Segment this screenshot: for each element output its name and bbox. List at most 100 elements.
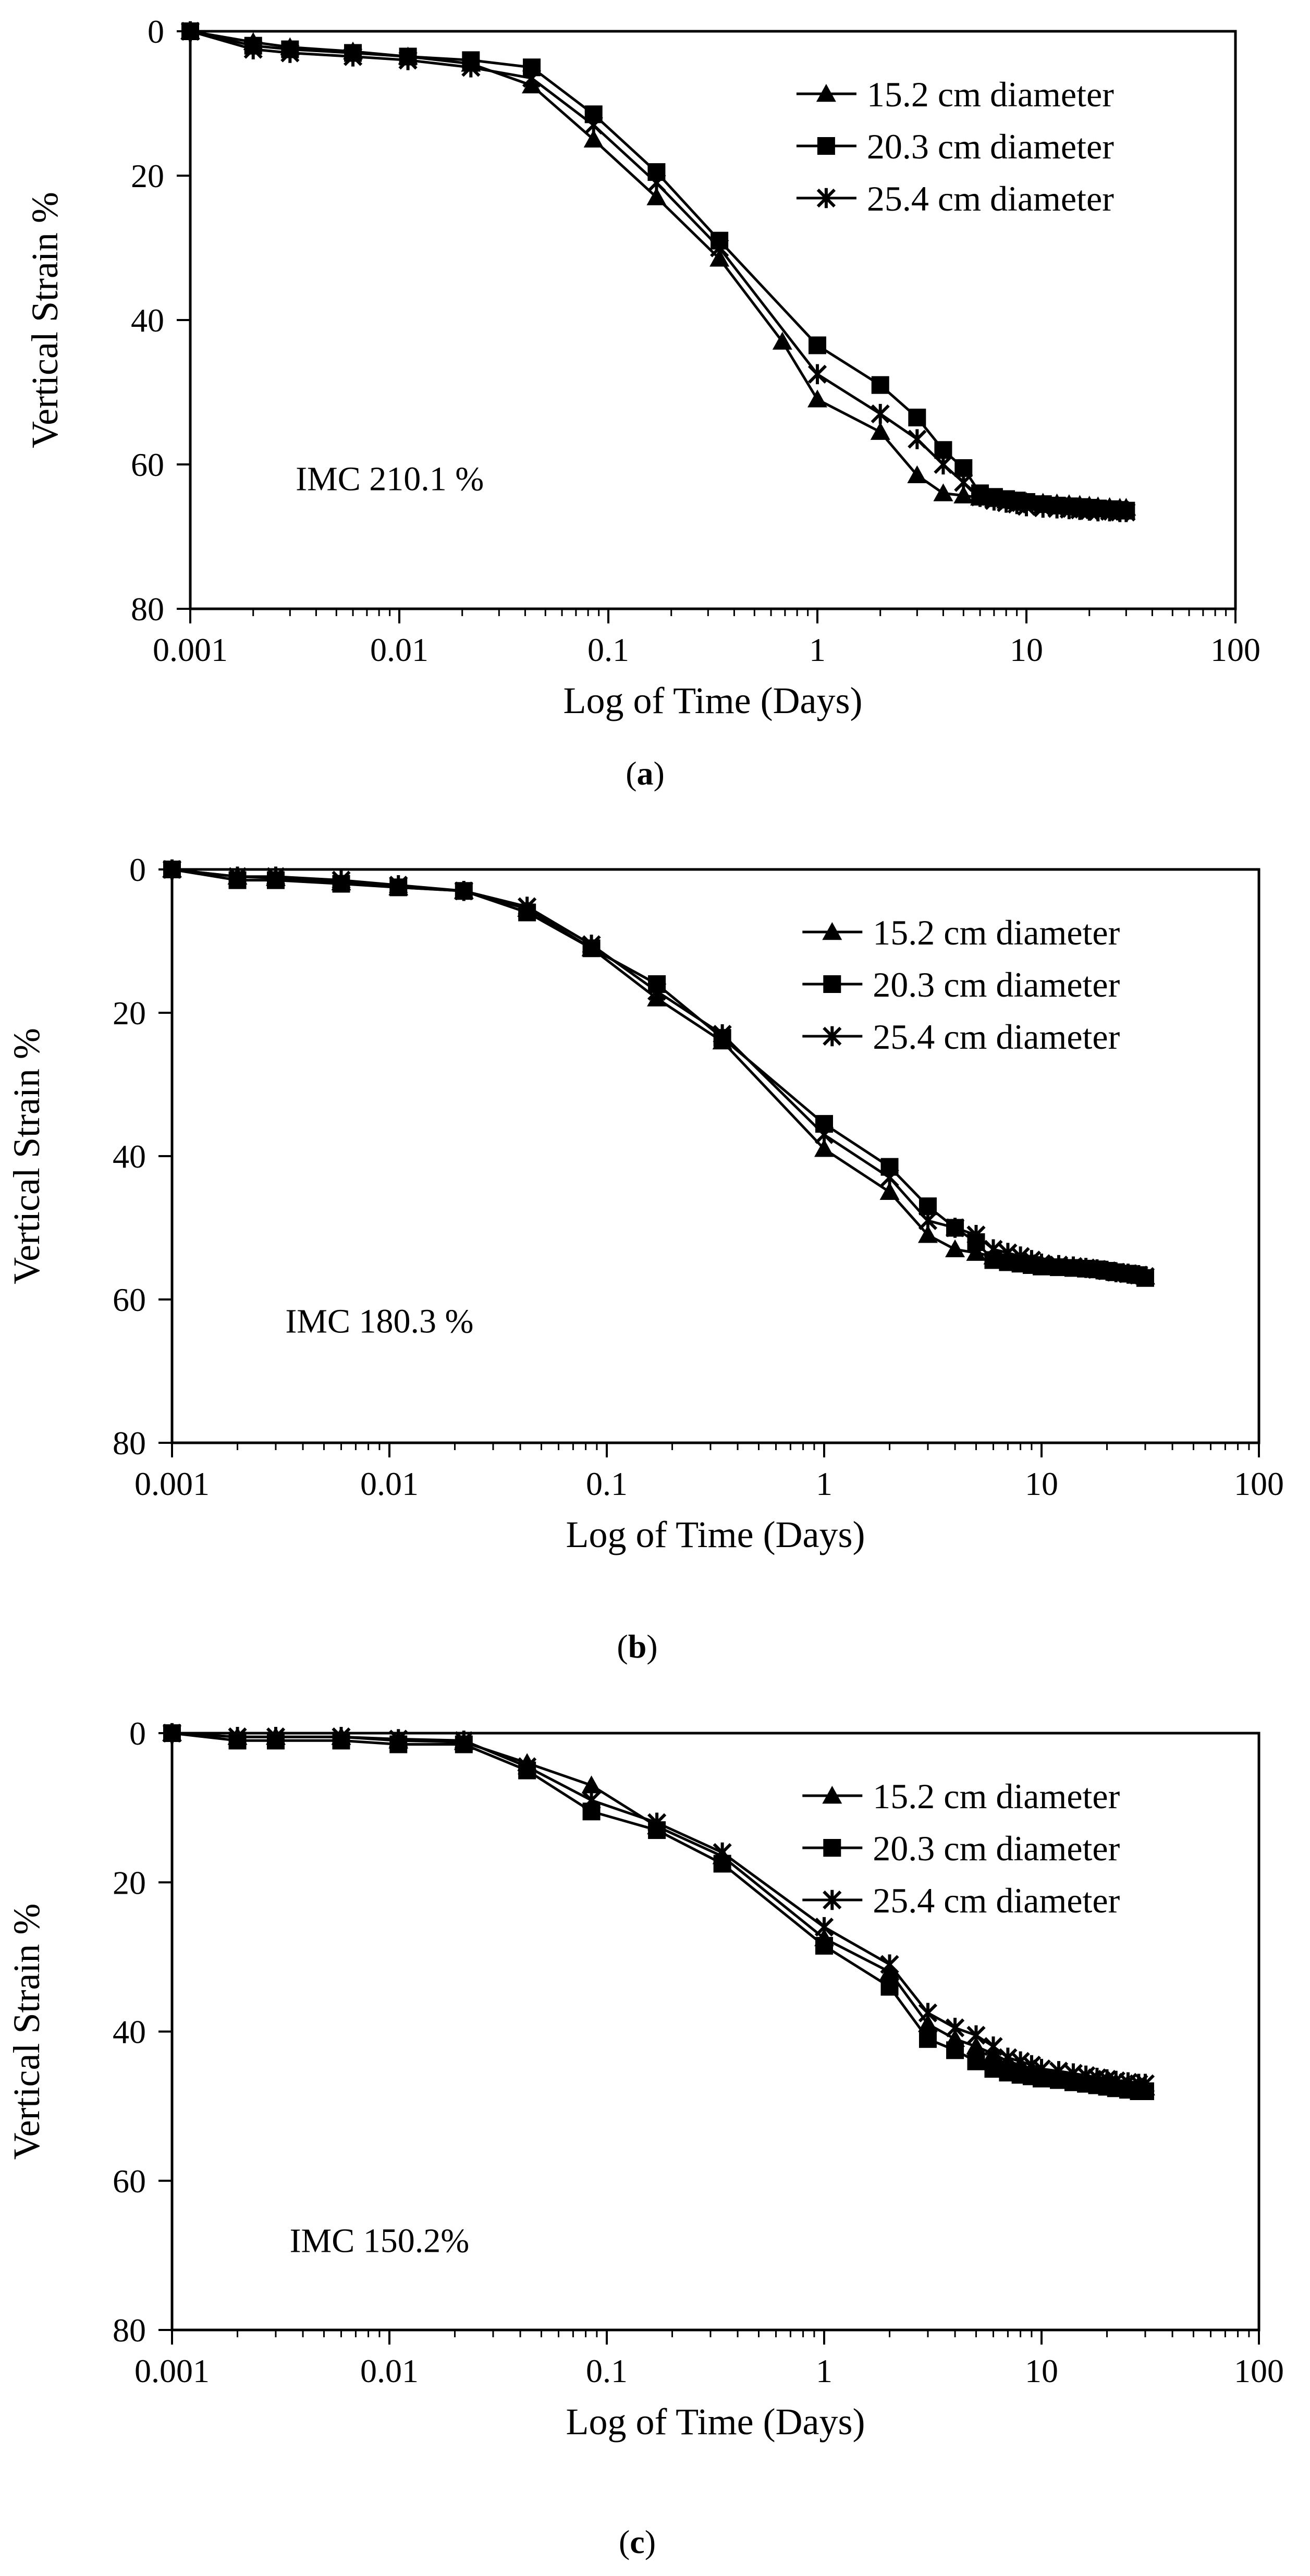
x-tick-label: 0.1 — [587, 631, 629, 668]
legend-label: 15.2 cm diameter — [873, 913, 1120, 952]
data-point — [582, 1790, 601, 1811]
series-asterisk — [162, 859, 1155, 1287]
y-tick-label: 80 — [113, 1425, 146, 1462]
plot-area — [170, 868, 1260, 1444]
data-point — [908, 429, 927, 449]
y-axis-title: Vertical Strain % — [24, 192, 66, 448]
data-point — [1032, 2058, 1051, 2079]
y-tick-label: 40 — [113, 2014, 146, 2051]
chart-panel-c: 0.001 0.01 0.1 1 10 100 0 20 40 60 80 Log of Time (… — [6, 1715, 1284, 2560]
x-tick-label: 0.001 — [134, 1465, 210, 1502]
data-point — [998, 2047, 1018, 2068]
imc-annotation: IMC 150.2% — [290, 2222, 470, 2260]
data-point — [162, 859, 182, 880]
data-point — [945, 1239, 965, 1257]
data-point — [713, 1024, 732, 1045]
legend-marker — [823, 1026, 842, 1047]
x-tick-label: 10 — [1010, 631, 1043, 668]
data-point — [966, 1243, 986, 1261]
y-tick-label: 20 — [113, 995, 146, 1032]
y-tick-label: 0 — [129, 851, 146, 888]
data-point — [809, 336, 826, 354]
data-point — [228, 866, 247, 887]
legend-marker — [823, 1890, 842, 1910]
y-axis-title: Vertical Strain % — [6, 1028, 47, 1284]
data-point — [933, 483, 953, 501]
data-point — [1117, 502, 1136, 522]
data-point — [522, 68, 542, 89]
x-tick-label: 1 — [816, 1465, 832, 1502]
legend-entry: 15.2 cm diameter — [802, 1776, 1120, 1816]
data-point — [1011, 1246, 1030, 1267]
data-point — [162, 1723, 182, 1744]
y-tick-label: 40 — [113, 1138, 146, 1175]
chart-panel-b: 0.001 0.01 0.1 1 10 100 0 20 40 60 80 Log of Time (… — [6, 851, 1284, 1665]
legend-entry: 15.2 cm diameter — [796, 75, 1114, 114]
data-point — [398, 50, 418, 70]
y-tick-label: 20 — [113, 1864, 146, 1901]
x-tick-label: 0.01 — [370, 631, 428, 668]
legend-label: 15.2 cm diameter — [873, 1776, 1120, 1816]
data-point — [1049, 2061, 1069, 2081]
data-point — [343, 46, 363, 67]
data-point — [1135, 2074, 1155, 2094]
data-point — [1022, 2055, 1042, 2076]
legend-label: 20.3 cm diameter — [873, 1829, 1120, 1868]
data-point — [870, 422, 890, 440]
data-point — [454, 1731, 473, 1751]
data-point — [934, 454, 953, 475]
legend-entry: 15.2 cm diameter — [802, 913, 1120, 952]
data-point — [966, 2025, 986, 2045]
data-point — [1017, 496, 1036, 517]
imc-annotation: IMC 180.3 % — [285, 1302, 473, 1340]
data-point — [713, 1842, 732, 1863]
data-point — [953, 485, 974, 504]
data-point — [332, 1726, 351, 1747]
data-point — [584, 115, 603, 136]
x-tick-label: 0.001 — [153, 631, 228, 668]
legend-marker — [822, 922, 842, 940]
legend-entry: 25.4 cm diameter — [802, 1881, 1120, 1920]
data-point — [243, 39, 263, 59]
series-asterisk — [180, 21, 1136, 522]
data-point — [389, 875, 408, 896]
data-point — [581, 1775, 602, 1794]
data-point — [180, 21, 200, 42]
data-point — [880, 1168, 899, 1188]
data-point — [1076, 2065, 1096, 2086]
x-tick-label: 0.1 — [586, 1465, 628, 1502]
data-point — [966, 2037, 986, 2055]
y-tick-label: 0 — [129, 1715, 146, 1752]
data-point — [917, 1225, 938, 1243]
legend-label: 20.3 cm diameter — [867, 127, 1114, 166]
data-point — [807, 364, 827, 385]
data-point — [880, 1978, 899, 1996]
data-point — [945, 1218, 965, 1238]
data-point — [966, 1225, 986, 1245]
data-point — [907, 465, 927, 483]
data-point — [266, 866, 286, 887]
x-tick-label: 10 — [1025, 2352, 1058, 2389]
legend-label: 25.4 cm diameter — [873, 1017, 1120, 1057]
legend-marker — [823, 975, 841, 993]
data-point — [332, 870, 351, 890]
legend-marker — [817, 137, 835, 155]
x-axis-title: Log of Time (Days) — [566, 1514, 865, 1555]
data-point — [814, 1917, 834, 1937]
data-point — [954, 472, 973, 493]
legend-label: 25.4 cm diameter — [867, 179, 1114, 218]
data-point — [1135, 1266, 1155, 1287]
data-point — [917, 2014, 938, 2032]
data-point — [918, 1210, 938, 1231]
x-tick-label: 0.1 — [586, 2352, 628, 2389]
data-point — [647, 1812, 667, 1833]
legend-label: 25.4 cm diameter — [873, 1881, 1120, 1920]
data-point — [518, 1757, 537, 1777]
data-point — [582, 935, 601, 955]
data-point — [389, 1729, 408, 1749]
data-point — [461, 57, 481, 78]
y-tick-label: 80 — [131, 591, 164, 628]
data-point — [871, 376, 889, 394]
data-point — [583, 129, 604, 148]
y-tick-label: 60 — [113, 1281, 146, 1318]
